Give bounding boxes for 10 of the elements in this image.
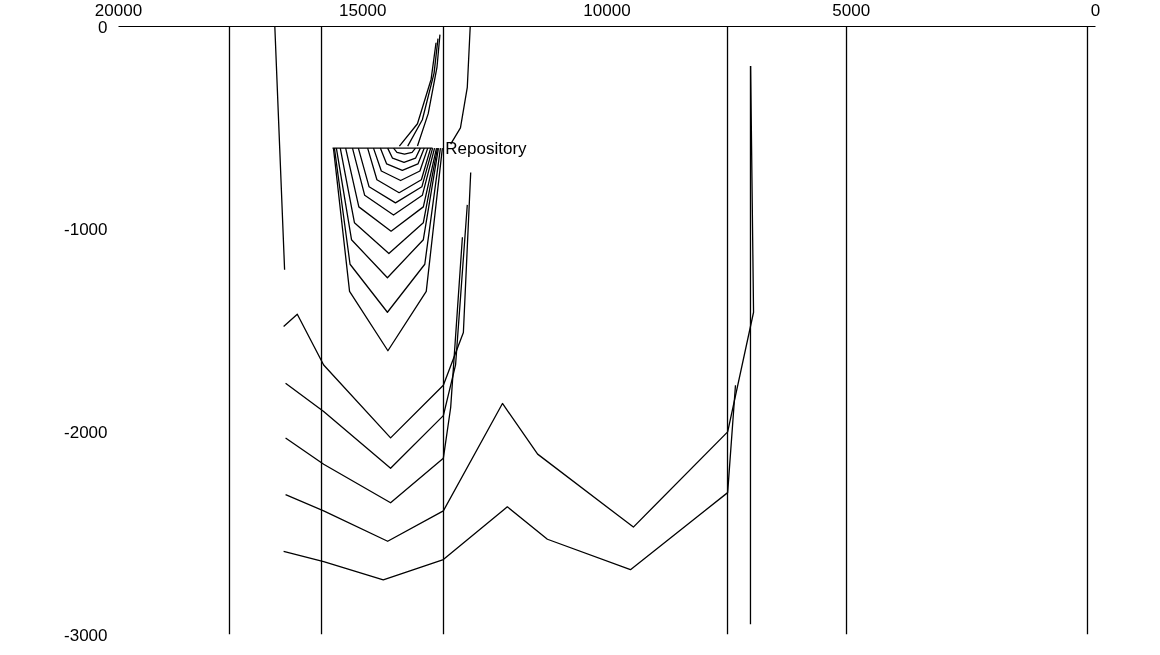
y-tick-label: 0 — [98, 17, 108, 37]
x-tick-label: 10000 — [583, 0, 631, 20]
y-tick-label: -1000 — [64, 220, 108, 240]
x-tick-label: 0 — [1090, 0, 1101, 20]
x-tick-label: 20000 — [94, 0, 143, 20]
annotation: Repository — [445, 138, 528, 158]
x-tick-label: 5000 — [832, 0, 871, 20]
x-tick-label: 15000 — [339, 0, 387, 20]
y-tick-label: -2000 — [64, 422, 108, 442]
y-tick-label: -3000 — [64, 625, 108, 645]
